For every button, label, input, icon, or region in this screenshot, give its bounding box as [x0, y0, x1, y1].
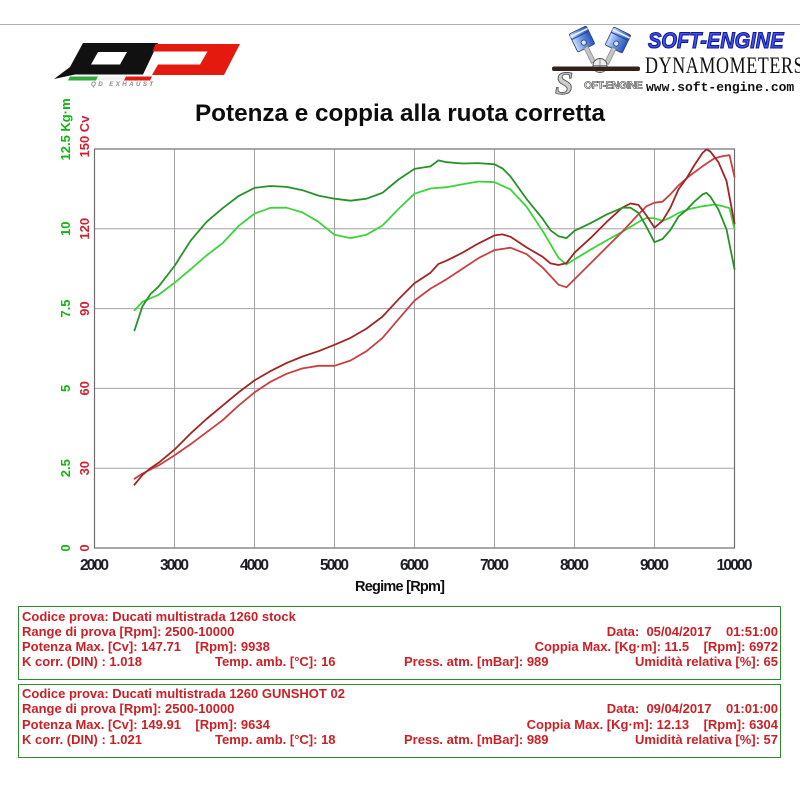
svg-text:7000: 7000: [480, 557, 509, 574]
svg-text:7.5: 7.5: [58, 300, 73, 318]
svg-text:12.5 Kg·m: 12.5 Kg·m: [58, 98, 73, 160]
svg-text:90: 90: [77, 301, 92, 315]
svg-text:120: 120: [77, 218, 92, 240]
svg-text:0: 0: [77, 544, 92, 551]
svg-text:0: 0: [58, 544, 73, 551]
svg-text:4000: 4000: [240, 557, 269, 574]
svg-text:2.5: 2.5: [58, 459, 73, 477]
svg-text:10000: 10000: [717, 557, 753, 574]
svg-text:9000: 9000: [640, 557, 669, 574]
svg-text:6000: 6000: [400, 557, 429, 574]
svg-text:30: 30: [77, 461, 92, 475]
svg-text:2000: 2000: [80, 557, 109, 574]
svg-text:8000: 8000: [560, 557, 589, 574]
svg-text:150 Cv: 150 Cv: [77, 115, 92, 158]
svg-text:S: S: [555, 66, 573, 102]
svg-text:60: 60: [77, 381, 92, 395]
svg-text:5000: 5000: [320, 557, 349, 574]
svg-text:Potenza e coppia alla ruota co: Potenza e coppia alla ruota corretta: [195, 100, 606, 127]
svg-text:Regime [Rpm]: Regime [Rpm]: [355, 579, 445, 595]
svg-text:10: 10: [58, 222, 73, 236]
svg-text:5: 5: [58, 385, 73, 392]
svg-text:3000: 3000: [160, 557, 189, 574]
svg-text:OFT-ENGINE: OFT-ENGINE: [584, 80, 643, 92]
svg-text:QD EXHAUST: QD EXHAUST: [91, 81, 156, 88]
